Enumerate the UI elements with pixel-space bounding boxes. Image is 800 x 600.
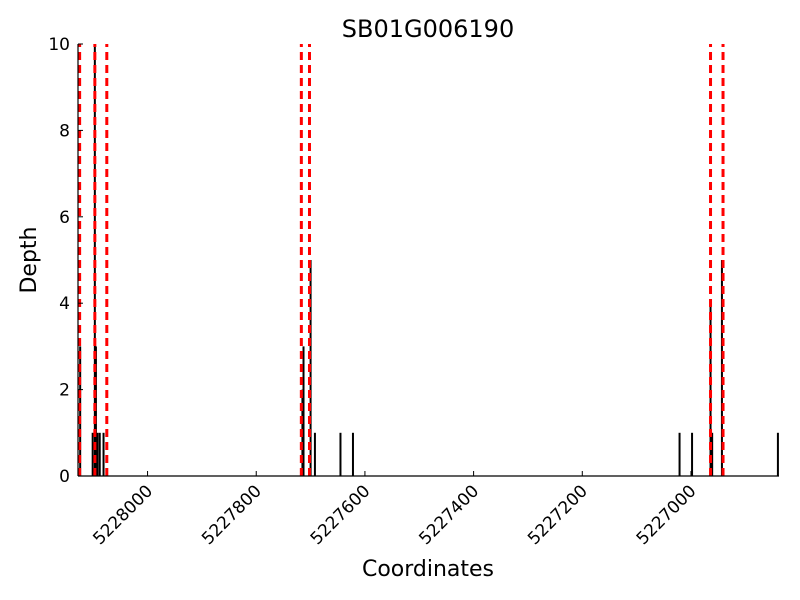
y-tick-label: 2 [59,381,70,401]
x-tick-label: 5227400 [415,481,483,549]
x-axis-label: Coordinates [362,557,494,582]
y-tick-label: 10 [48,35,70,55]
y-tick-label: 8 [59,121,70,141]
y-tick-label: 0 [59,467,70,487]
y-axis-label: Depth [17,226,42,293]
x-tick-label: 5227800 [198,481,266,549]
x-tick-label: 5228000 [89,481,157,549]
x-tick-label: 5227600 [307,481,375,549]
plot-area: 0 2 4 6 8 10 5228000 5227800 5227600 5227400 52272… [48,35,779,549]
chart-title: SB01G006190 [342,15,514,43]
y-tick-label: 6 [59,208,70,228]
x-tick-label: 5227000 [633,481,701,549]
y-tick-label: 4 [59,294,70,314]
x-tick-label: 5227200 [524,481,592,549]
